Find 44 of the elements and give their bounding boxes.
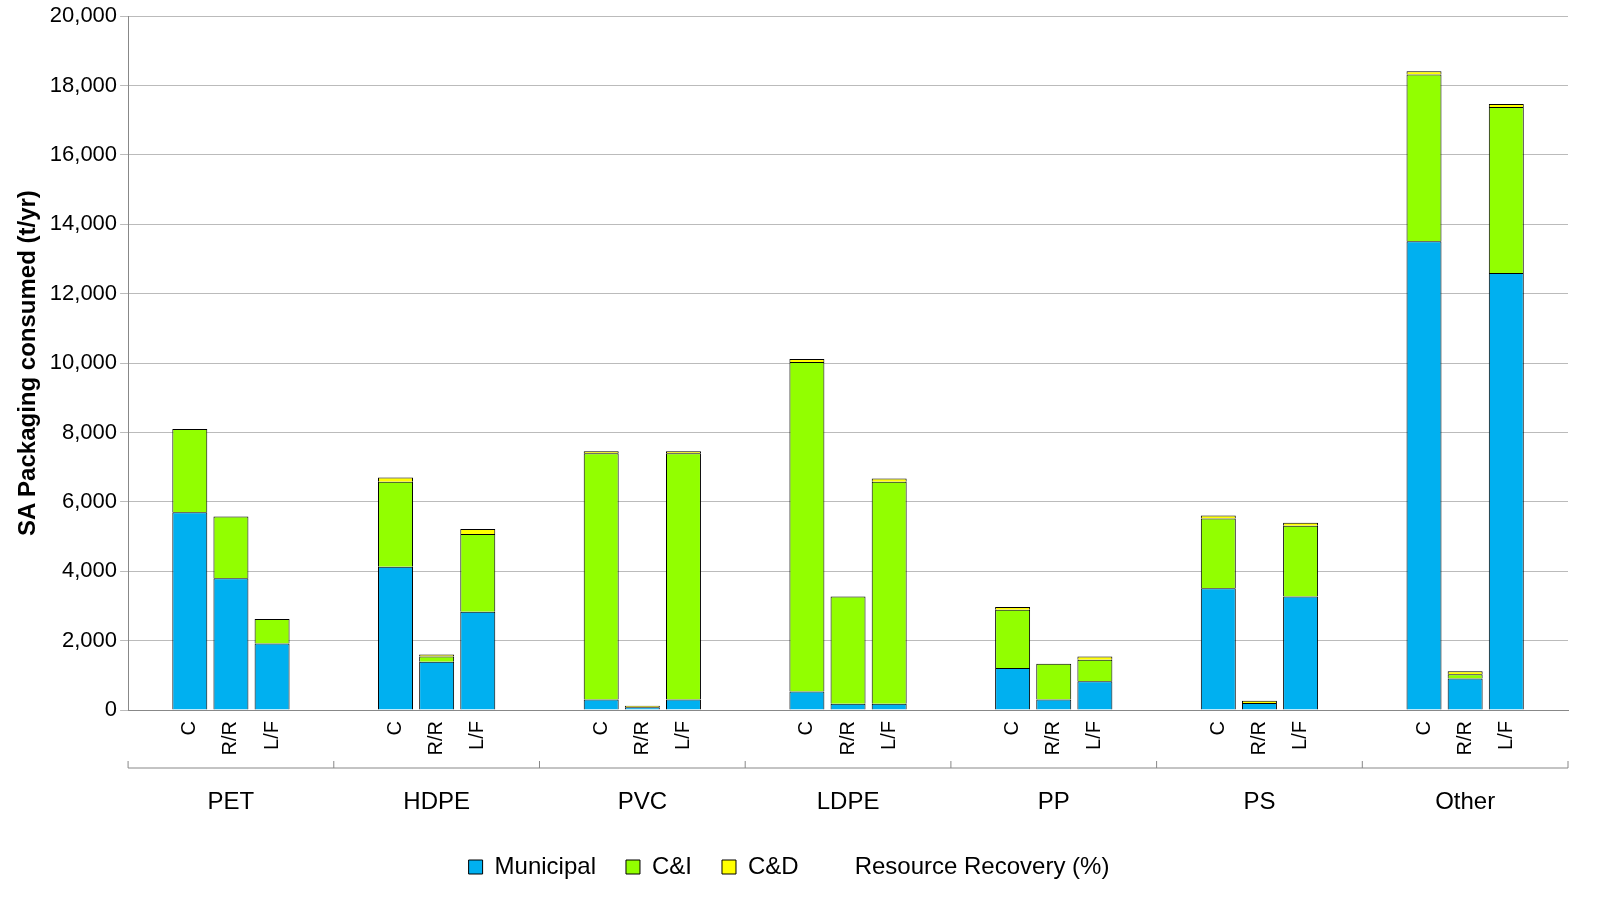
x-tick-label: C: [1205, 721, 1228, 736]
x-tick-label: C: [177, 721, 200, 736]
x-tick-label: L/F: [465, 721, 488, 750]
text: Resource Recovery (%): [854, 851, 1110, 879]
y-axis-title: SA Packaging consumed (t/yr): [13, 190, 41, 537]
x-tick-label: L/F: [876, 721, 899, 750]
text: PET: [207, 786, 255, 814]
legend-label: C&I: [651, 851, 692, 879]
x-tick-label: L/F: [259, 721, 282, 750]
x-tick-label: L/F: [1082, 721, 1105, 750]
x-tick-label: C: [1000, 721, 1023, 736]
y-tick-label: 14,000: [49, 210, 118, 236]
x-tick-label: L/F: [1288, 721, 1311, 750]
x-tick-label: C: [794, 721, 817, 736]
x-tick-label: R/R: [1041, 721, 1064, 756]
y-tick-label: 0: [104, 696, 118, 722]
legend-label: Municipal: [494, 851, 596, 879]
y-tick-label: 18,000: [49, 71, 118, 97]
text: PS: [1243, 786, 1276, 814]
x-tick-label: C: [1411, 721, 1434, 736]
text: PVC: [617, 786, 668, 814]
y-tick-label: 12,000: [49, 279, 118, 305]
y-tick-label: 10,000: [49, 349, 118, 375]
text: PP: [1037, 786, 1070, 814]
x-tick-label: R/R: [629, 721, 652, 756]
x-tick-label: R/R: [424, 721, 447, 756]
text: HDPE: [403, 786, 470, 814]
text: Other: [1435, 786, 1496, 814]
x-tick-label: R/R: [1246, 721, 1269, 756]
x-tick-label: L/F: [671, 721, 693, 750]
x-tick-label: R/R: [835, 721, 858, 756]
y-tick-label: 6,000: [62, 487, 118, 513]
y-tick-label: 20,000: [49, 2, 118, 28]
x-tick-label: C: [383, 721, 406, 736]
y-tick-label: 2,000: [62, 626, 118, 652]
x-tick-label: L/F: [1493, 721, 1516, 750]
text: LDPE: [816, 786, 880, 814]
legend-label: C&D: [747, 851, 799, 879]
x-tick-label: R/R: [218, 721, 241, 756]
x-tick-label: R/R: [1452, 721, 1475, 756]
y-tick-label: 4,000: [62, 557, 118, 583]
x-tick-label: C: [588, 721, 611, 736]
y-tick-label: 8,000: [62, 418, 118, 444]
y-tick-label: 16,000: [49, 141, 118, 167]
